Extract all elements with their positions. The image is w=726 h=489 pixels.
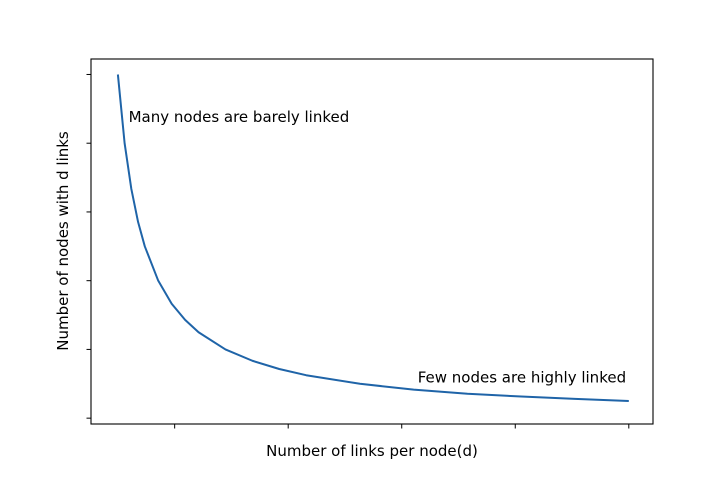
series-line xyxy=(116,74,629,402)
x-axis-label: Number of links per node(d) xyxy=(266,442,478,460)
x-axis-ticks xyxy=(174,424,630,429)
y-axis-label: Number of nodes with d links xyxy=(54,131,72,351)
annotation-few-nodes: Few nodes are highly linked xyxy=(418,368,626,386)
annotation-many-nodes: Many nodes are barely linked xyxy=(129,108,350,126)
plot-frame xyxy=(90,58,654,425)
y-axis-ticks xyxy=(86,73,91,419)
